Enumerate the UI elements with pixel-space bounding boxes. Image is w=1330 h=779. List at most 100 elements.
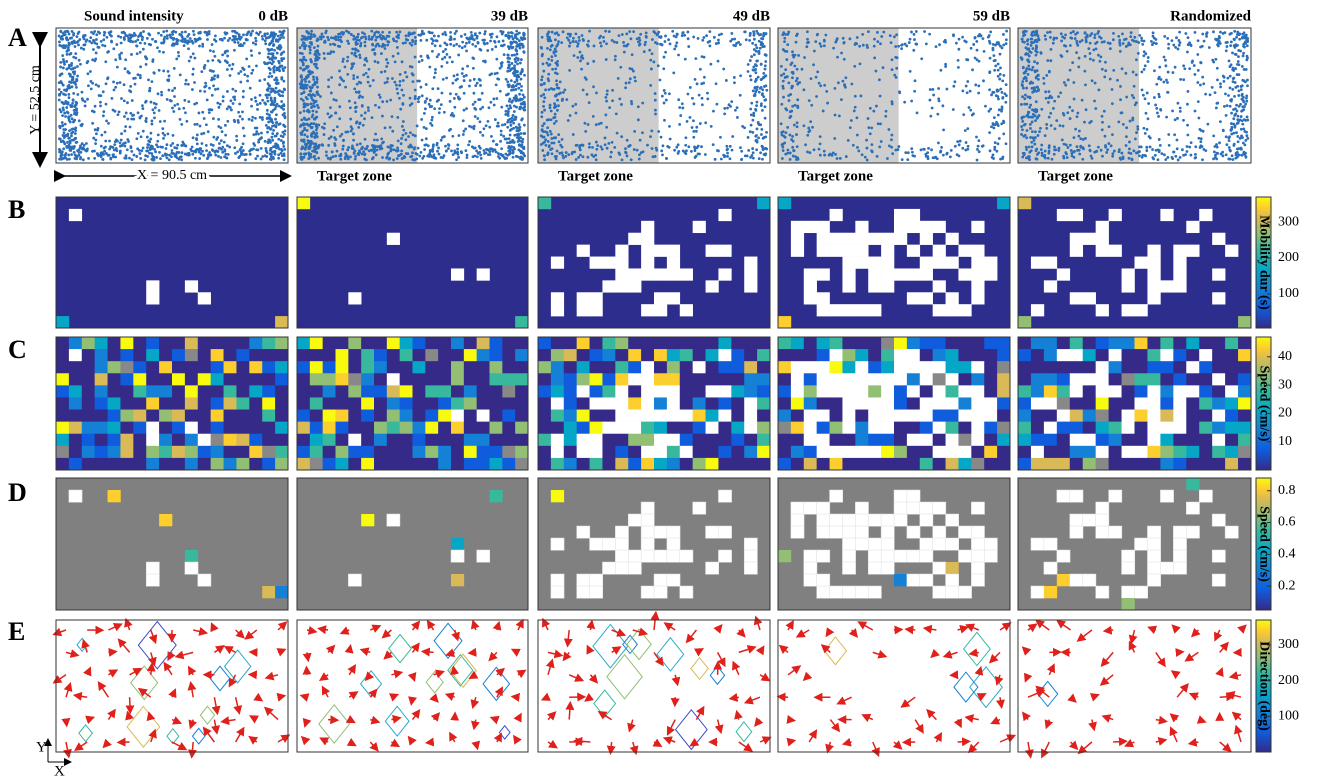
position-point <box>550 137 554 140</box>
position-point <box>218 142 221 145</box>
position-point <box>80 146 84 150</box>
position-point <box>404 131 408 135</box>
position-point <box>542 82 546 86</box>
heatmap-cell <box>297 421 311 435</box>
position-point <box>417 100 420 104</box>
position-point <box>334 35 338 39</box>
position-point <box>164 147 168 150</box>
position-point <box>992 116 996 120</box>
heatmap-cell <box>894 208 908 222</box>
heatmap-cell <box>56 361 70 374</box>
position-point <box>660 149 664 153</box>
position-point <box>433 71 437 75</box>
heatmap-cell <box>515 409 529 422</box>
position-point <box>498 89 502 93</box>
position-point <box>557 133 561 137</box>
position-point <box>873 56 877 60</box>
position-point <box>100 133 104 137</box>
position-point <box>238 114 242 118</box>
position-point <box>171 133 175 137</box>
heatmap-cell <box>489 349 503 362</box>
position-point <box>324 150 328 154</box>
position-point <box>77 30 81 34</box>
heatmap-cell <box>641 373 655 386</box>
position-point <box>64 115 67 118</box>
heatmap-cell <box>502 397 516 410</box>
position-point <box>516 132 520 136</box>
position-point <box>513 104 516 108</box>
position-point <box>210 76 214 80</box>
position-point <box>738 93 742 97</box>
position-point <box>175 57 179 61</box>
position-point <box>477 144 481 148</box>
position-point <box>855 116 859 120</box>
position-point <box>166 69 170 73</box>
heatmap-cell <box>692 501 707 515</box>
position-point <box>842 41 846 45</box>
position-point <box>763 85 766 88</box>
position-point <box>502 134 506 138</box>
position-point <box>118 81 122 84</box>
position-point <box>165 143 169 147</box>
heatmap-cell <box>184 397 199 410</box>
heatmap-cell <box>335 445 349 459</box>
heatmap-cell <box>829 232 843 245</box>
position-point <box>998 52 1002 56</box>
position-point <box>784 33 788 36</box>
heatmap-cell <box>412 337 426 350</box>
position-point <box>988 88 991 92</box>
direction-vector <box>52 674 67 684</box>
position-point <box>142 30 145 33</box>
position-point <box>594 158 598 162</box>
position-point <box>79 46 83 50</box>
position-point <box>581 37 585 41</box>
position-point <box>548 48 552 52</box>
position-point <box>304 85 307 89</box>
position-point <box>162 40 166 44</box>
position-point <box>684 152 688 156</box>
position-point <box>275 66 279 70</box>
position-point <box>579 55 583 59</box>
position-point <box>964 141 968 144</box>
position-point <box>308 70 312 74</box>
heatmap-cell <box>576 585 591 599</box>
header-title: Sound intensity <box>84 8 184 24</box>
position-point <box>167 74 171 78</box>
position-point <box>277 137 281 141</box>
position-point <box>779 122 783 126</box>
position-point <box>366 144 369 148</box>
position-point <box>63 30 67 33</box>
position-point <box>312 46 316 50</box>
heatmap-cell <box>146 385 160 398</box>
position-point <box>553 155 557 158</box>
position-point <box>749 78 753 82</box>
position-point <box>390 115 394 119</box>
position-point <box>282 158 286 162</box>
position-point <box>271 54 275 58</box>
position-point <box>477 98 481 101</box>
position-point <box>436 149 439 153</box>
position-point <box>505 104 509 108</box>
position-point <box>450 149 453 153</box>
position-point <box>266 130 269 134</box>
position-point <box>272 103 276 107</box>
heatmap-cell <box>275 409 289 422</box>
position-point <box>822 38 826 42</box>
position-point <box>472 77 476 81</box>
position-point <box>572 36 575 40</box>
position-point <box>825 89 829 93</box>
position-point <box>226 152 230 156</box>
position-point <box>246 74 250 78</box>
position-point <box>401 102 405 106</box>
position-point <box>72 144 76 148</box>
position-point <box>964 40 968 44</box>
position-point <box>354 121 358 125</box>
position-point <box>346 39 350 43</box>
position-point <box>375 138 379 142</box>
position-point <box>261 98 265 102</box>
heatmap-cell <box>463 409 477 422</box>
position-point <box>755 104 758 108</box>
position-point <box>574 32 578 36</box>
position-point <box>340 78 344 81</box>
position-point <box>326 52 330 55</box>
